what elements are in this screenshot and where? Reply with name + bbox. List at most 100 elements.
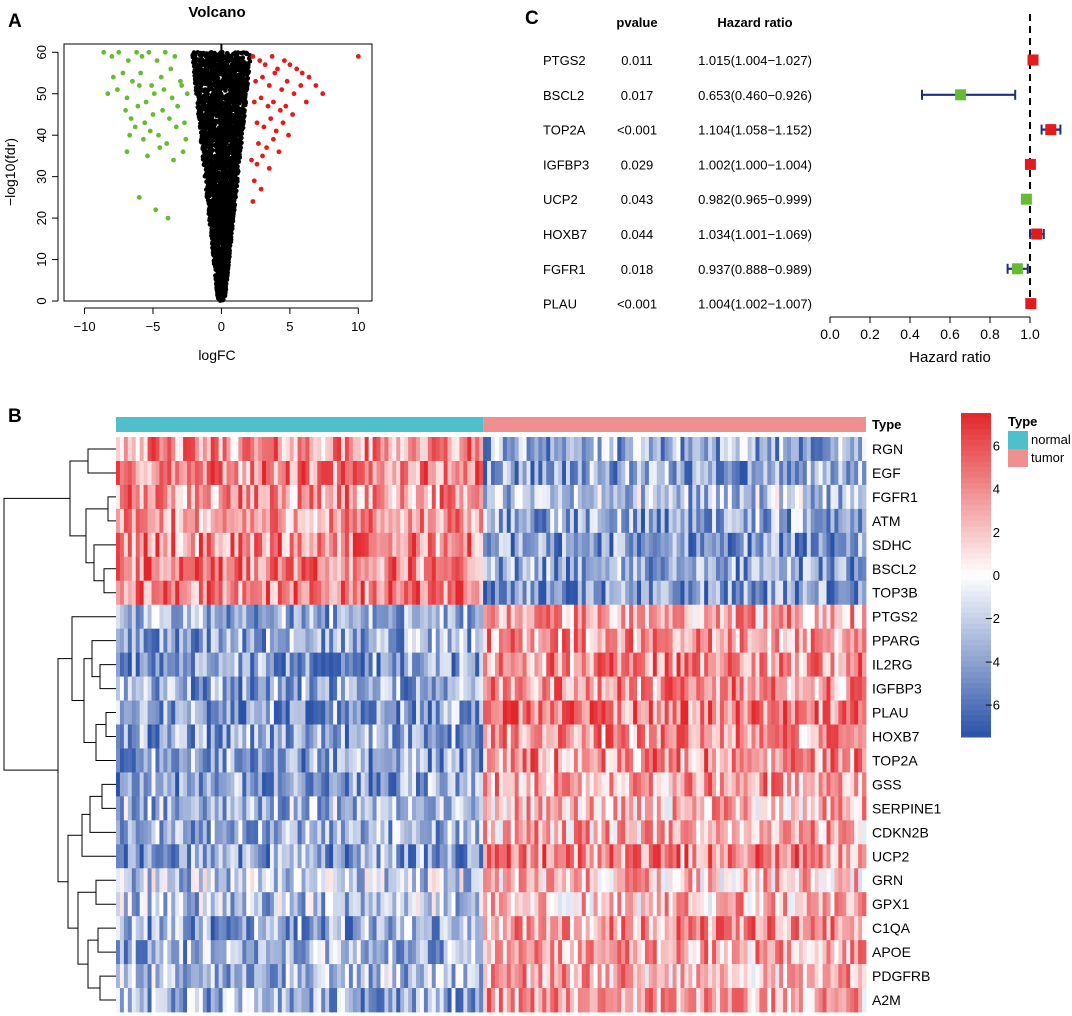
volcano-down-point (173, 124, 179, 130)
volcano-up-point (257, 58, 263, 63)
forest-hr-text: 0.653(0.460−0.926) (698, 88, 812, 103)
forest-row: TOP2A <0.001 1.104(1.058−1.152) (543, 123, 1062, 138)
panel-label-a: A (8, 11, 22, 32)
forest-gene-label: PLAU (543, 297, 577, 312)
forest-hr-text: 0.937(0.888−0.989) (698, 262, 812, 277)
forest-axis: 0.0 0.2 0.4 0.6 0.8 1.0 (820, 316, 1040, 342)
volcano-down-point (109, 54, 115, 59)
forest-gene-label: HOXB7 (543, 227, 587, 242)
heatmap-gene-label: GSS (872, 776, 902, 792)
heatmap-row (116, 532, 867, 558)
heatmap-row (116, 916, 867, 941)
colorbar-tick-label: 0 (993, 568, 1000, 583)
heatmap-gene-label: C1QA (872, 920, 911, 936)
volcano-down-point (101, 49, 107, 55)
volcano-down-point (142, 120, 148, 126)
forest-x-tick-label: 0.6 (940, 326, 960, 342)
volcano-up-point (299, 70, 305, 76)
heatmap-row (116, 604, 867, 630)
forest-x-tick-label: 0.0 (820, 326, 840, 342)
heatmap-gene-label: IGFBP3 (872, 681, 922, 697)
volcano-down-point (124, 149, 130, 155)
volcano-up-point (284, 78, 290, 84)
volcano-up-point (279, 87, 285, 92)
volcano-down-point (124, 95, 130, 101)
heatmap-row (116, 628, 867, 654)
forest-hr-text: 1.002(1.000−1.004) (698, 157, 812, 172)
volcano-down-point (169, 95, 175, 101)
pvalue-column-header: pvalue (616, 15, 657, 30)
volcano-ns-points (190, 50, 253, 303)
volcano-up-point (272, 70, 278, 76)
heatmap-row (116, 844, 867, 869)
volcano-down-point (147, 128, 153, 134)
heatmap-gene-label: HOXB7 (872, 729, 920, 745)
heatmap-gene-label: UCP2 (872, 848, 910, 864)
heatmap-annotation-bar (116, 417, 866, 432)
forest-gene-label: UCP2 (543, 192, 578, 207)
volcano-down-point (141, 136, 146, 142)
heatmap-row (116, 748, 867, 773)
forest-gene-label: PTGS2 (543, 53, 586, 68)
heatmap-row (116, 892, 867, 917)
heatmap-gene-label: TOP2A (872, 752, 918, 768)
forest-row: UCP2 0.043 0.982(0.965−0.999) (543, 192, 1032, 207)
heatmap-row (116, 676, 867, 701)
volcano-up-point (266, 83, 272, 88)
volcano-down-point (164, 141, 170, 146)
volcano-y-tick-label: 30 (34, 169, 49, 183)
heatmap-row (116, 940, 867, 965)
volcano-up-point (276, 149, 282, 155)
forest-x-tick-label: 0.2 (860, 326, 880, 342)
heatmap-gene-label: PLAU (872, 705, 909, 721)
heatmap-gene-label: SERPINE1 (872, 800, 941, 816)
forest-row: PTGS2 0.011 1.015(1.004−1.027) (543, 53, 1039, 68)
forest-hr-marker (1027, 54, 1039, 66)
heatmap-row (116, 988, 867, 1013)
volcano-up-point (271, 136, 276, 142)
volcano-x-tick-label: 5 (286, 319, 293, 334)
volcano-down-point (128, 116, 134, 121)
colorbar-tick-label: 2 (993, 525, 1000, 540)
forest-gene-label: FGFR1 (543, 262, 586, 277)
volcano-up-point (283, 103, 289, 109)
volcano-up-point (269, 54, 275, 59)
volcano-up-point (264, 145, 269, 151)
heatmap-row (116, 868, 867, 893)
heatmap-gene-label: PPARG (872, 633, 920, 649)
volcano-down-point (175, 103, 181, 109)
heatmap-row (116, 437, 867, 462)
volcano-up-point (253, 78, 258, 84)
heatmap-row (116, 724, 867, 749)
type-legend-swatch-normal (1008, 431, 1028, 449)
volcano-title: Volcano (188, 4, 245, 21)
forest-panel: C pvalue Hazard ratio PTGS2 0.011 1.015(1.… (525, 8, 1062, 366)
volcano-up-point (266, 166, 272, 171)
volcano-down-point (156, 132, 161, 138)
heatmap-gene-label: PDGFRB (872, 968, 930, 984)
volcano-y-tick-label: 10 (34, 252, 49, 266)
heatmap-cells (116, 437, 867, 1013)
heatmap-row (116, 556, 867, 582)
volcano-panel: A Volcano −10 −5 0 5 10 0 10 20 30 40 50 60 logFC −… (2, 4, 373, 363)
volcano-up-point (258, 95, 264, 101)
volcano-plot-frame (63, 43, 373, 302)
volcano-up-point (265, 103, 271, 109)
volcano-down-point (105, 91, 111, 97)
volcano-down-point (149, 83, 155, 88)
volcano-up-point (260, 74, 265, 80)
volcano-up-point (261, 124, 267, 130)
volcano-up-point (291, 91, 297, 97)
volcano-up-point (256, 141, 261, 146)
volcano-x-axis-label: logFC (198, 347, 235, 363)
volcano-down-point (145, 153, 150, 159)
forest-hr-text: 1.104(1.058−1.152) (698, 123, 812, 138)
volcano-up-point (287, 62, 293, 68)
volcano-down-point (168, 66, 174, 72)
volcano-y-tick-label: 0 (34, 297, 49, 304)
forest-x-tick-label: 1.0 (1020, 326, 1040, 342)
volcano-down-point (110, 74, 116, 80)
volcano-down-point (167, 116, 172, 121)
volcano-down-point (162, 49, 168, 55)
